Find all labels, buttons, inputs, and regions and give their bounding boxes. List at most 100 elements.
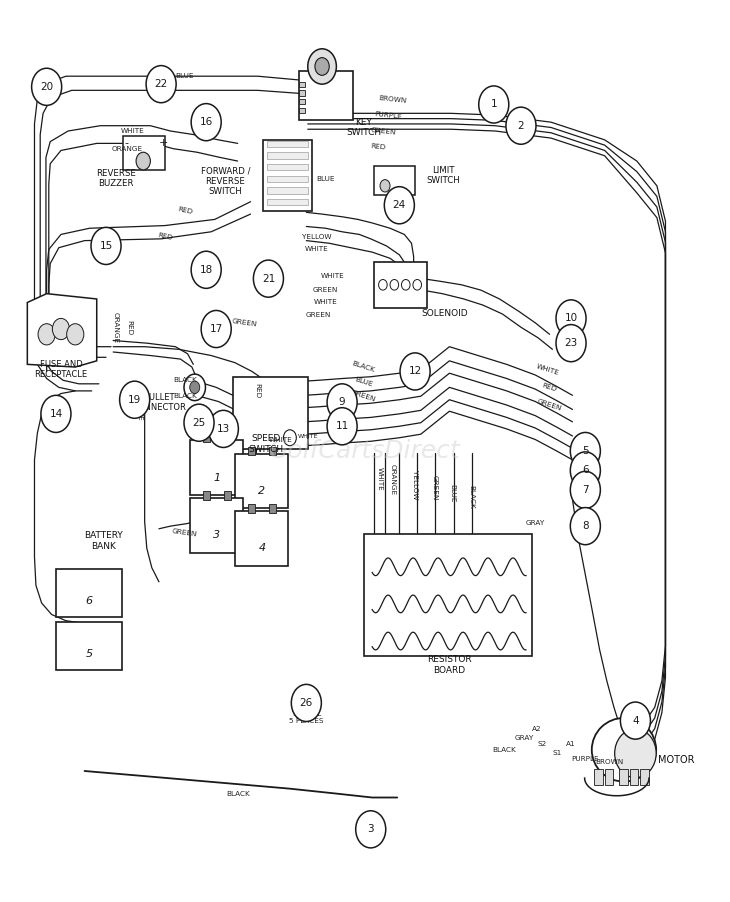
Text: GREEN: GREEN xyxy=(537,399,563,412)
Circle shape xyxy=(384,187,415,224)
Circle shape xyxy=(191,104,221,141)
Text: -: - xyxy=(124,138,128,149)
Text: 7: 7 xyxy=(582,485,588,495)
Text: S1: S1 xyxy=(552,750,561,756)
Text: PURPLE: PURPLE xyxy=(572,756,599,761)
Text: 2: 2 xyxy=(258,486,266,496)
Bar xyxy=(269,504,276,513)
Bar xyxy=(123,136,165,170)
Bar xyxy=(619,769,628,785)
Text: BULLET
CONNECTOR: BULLET CONNECTOR xyxy=(132,392,186,412)
Text: RED: RED xyxy=(542,382,558,392)
Circle shape xyxy=(66,324,84,345)
Circle shape xyxy=(184,404,214,441)
Text: A1: A1 xyxy=(566,741,576,748)
Text: 5: 5 xyxy=(85,649,93,659)
Bar xyxy=(247,446,255,456)
Bar xyxy=(235,454,288,509)
Text: WHITE: WHITE xyxy=(298,435,318,439)
Text: FUSE AND
RECEPTACLE: FUSE AND RECEPTACLE xyxy=(34,360,88,380)
Text: BATTERY
BANK: BATTERY BANK xyxy=(85,531,123,551)
Circle shape xyxy=(570,472,600,509)
Bar xyxy=(56,568,122,617)
Bar xyxy=(604,769,613,785)
Text: WHITE: WHITE xyxy=(120,128,145,134)
Text: 4: 4 xyxy=(258,543,266,553)
Bar xyxy=(299,90,305,96)
Text: RESISTOR
BOARD: RESISTOR BOARD xyxy=(427,655,472,675)
Text: RED: RED xyxy=(126,319,132,335)
Ellipse shape xyxy=(592,718,656,782)
Text: MOTOR: MOTOR xyxy=(658,755,694,766)
Text: 22: 22 xyxy=(155,79,168,89)
Text: SPEED
SWITCH: SPEED SWITCH xyxy=(249,434,284,454)
Bar xyxy=(640,769,649,785)
Text: WHITE: WHITE xyxy=(269,437,293,444)
Circle shape xyxy=(379,280,387,290)
Text: 10: 10 xyxy=(564,313,577,324)
Text: WHITE: WHITE xyxy=(304,246,328,253)
Bar xyxy=(374,166,415,195)
Text: 20: 20 xyxy=(40,82,53,92)
Text: LIMIT
SWITCH: LIMIT SWITCH xyxy=(427,165,461,185)
Text: BLACK: BLACK xyxy=(226,791,250,797)
Circle shape xyxy=(291,685,321,722)
Text: 8: 8 xyxy=(582,521,588,531)
Bar xyxy=(299,81,305,87)
Text: +: + xyxy=(158,138,168,149)
Text: YELLOW: YELLOW xyxy=(412,470,418,500)
Text: 4: 4 xyxy=(632,715,639,725)
Circle shape xyxy=(570,452,600,489)
Ellipse shape xyxy=(615,729,656,778)
Text: BLACK: BLACK xyxy=(351,361,376,373)
Circle shape xyxy=(53,318,69,340)
Bar xyxy=(267,188,309,194)
Circle shape xyxy=(41,395,71,432)
Circle shape xyxy=(184,374,205,400)
Text: 24: 24 xyxy=(393,200,406,210)
Bar xyxy=(364,534,531,656)
Text: RED: RED xyxy=(177,206,193,215)
Bar xyxy=(374,262,427,308)
Text: FORWARD /
REVERSE
SWITCH: FORWARD / REVERSE SWITCH xyxy=(201,167,250,197)
Text: 9: 9 xyxy=(339,398,345,408)
Circle shape xyxy=(620,702,650,739)
Text: WHITE: WHITE xyxy=(314,299,337,306)
Bar xyxy=(264,140,312,210)
Bar xyxy=(190,440,243,495)
Circle shape xyxy=(570,432,600,470)
Text: GREEN: GREEN xyxy=(313,287,338,293)
Bar xyxy=(224,433,231,442)
Circle shape xyxy=(38,324,55,345)
Bar xyxy=(224,491,231,500)
Circle shape xyxy=(91,227,121,264)
Text: 18: 18 xyxy=(199,265,213,275)
Bar xyxy=(267,176,309,182)
Text: RED: RED xyxy=(157,233,173,242)
Bar xyxy=(299,99,305,105)
Text: 19: 19 xyxy=(128,395,142,405)
Circle shape xyxy=(308,49,337,84)
Text: 13: 13 xyxy=(217,424,230,434)
Text: WHITE: WHITE xyxy=(376,467,383,492)
Text: 15: 15 xyxy=(99,241,112,251)
Text: 3: 3 xyxy=(367,824,374,834)
Text: RED: RED xyxy=(255,383,261,399)
Text: GREEN: GREEN xyxy=(172,528,198,537)
Text: 2: 2 xyxy=(518,121,524,131)
Text: 1: 1 xyxy=(213,473,220,483)
Bar xyxy=(56,621,122,670)
Bar xyxy=(594,769,602,785)
Circle shape xyxy=(570,508,600,545)
Circle shape xyxy=(400,353,430,390)
Text: 12: 12 xyxy=(409,366,422,376)
Text: PURPLE: PURPLE xyxy=(374,111,402,120)
Circle shape xyxy=(208,410,239,447)
Text: GREEN: GREEN xyxy=(306,312,331,318)
Text: RED: RED xyxy=(370,143,385,151)
Text: S2: S2 xyxy=(538,741,547,748)
Circle shape xyxy=(380,179,390,192)
Text: WHITE: WHITE xyxy=(137,397,142,420)
Text: KEY
SWITCH: KEY SWITCH xyxy=(346,118,381,137)
Text: ORANGE: ORANGE xyxy=(113,312,119,343)
